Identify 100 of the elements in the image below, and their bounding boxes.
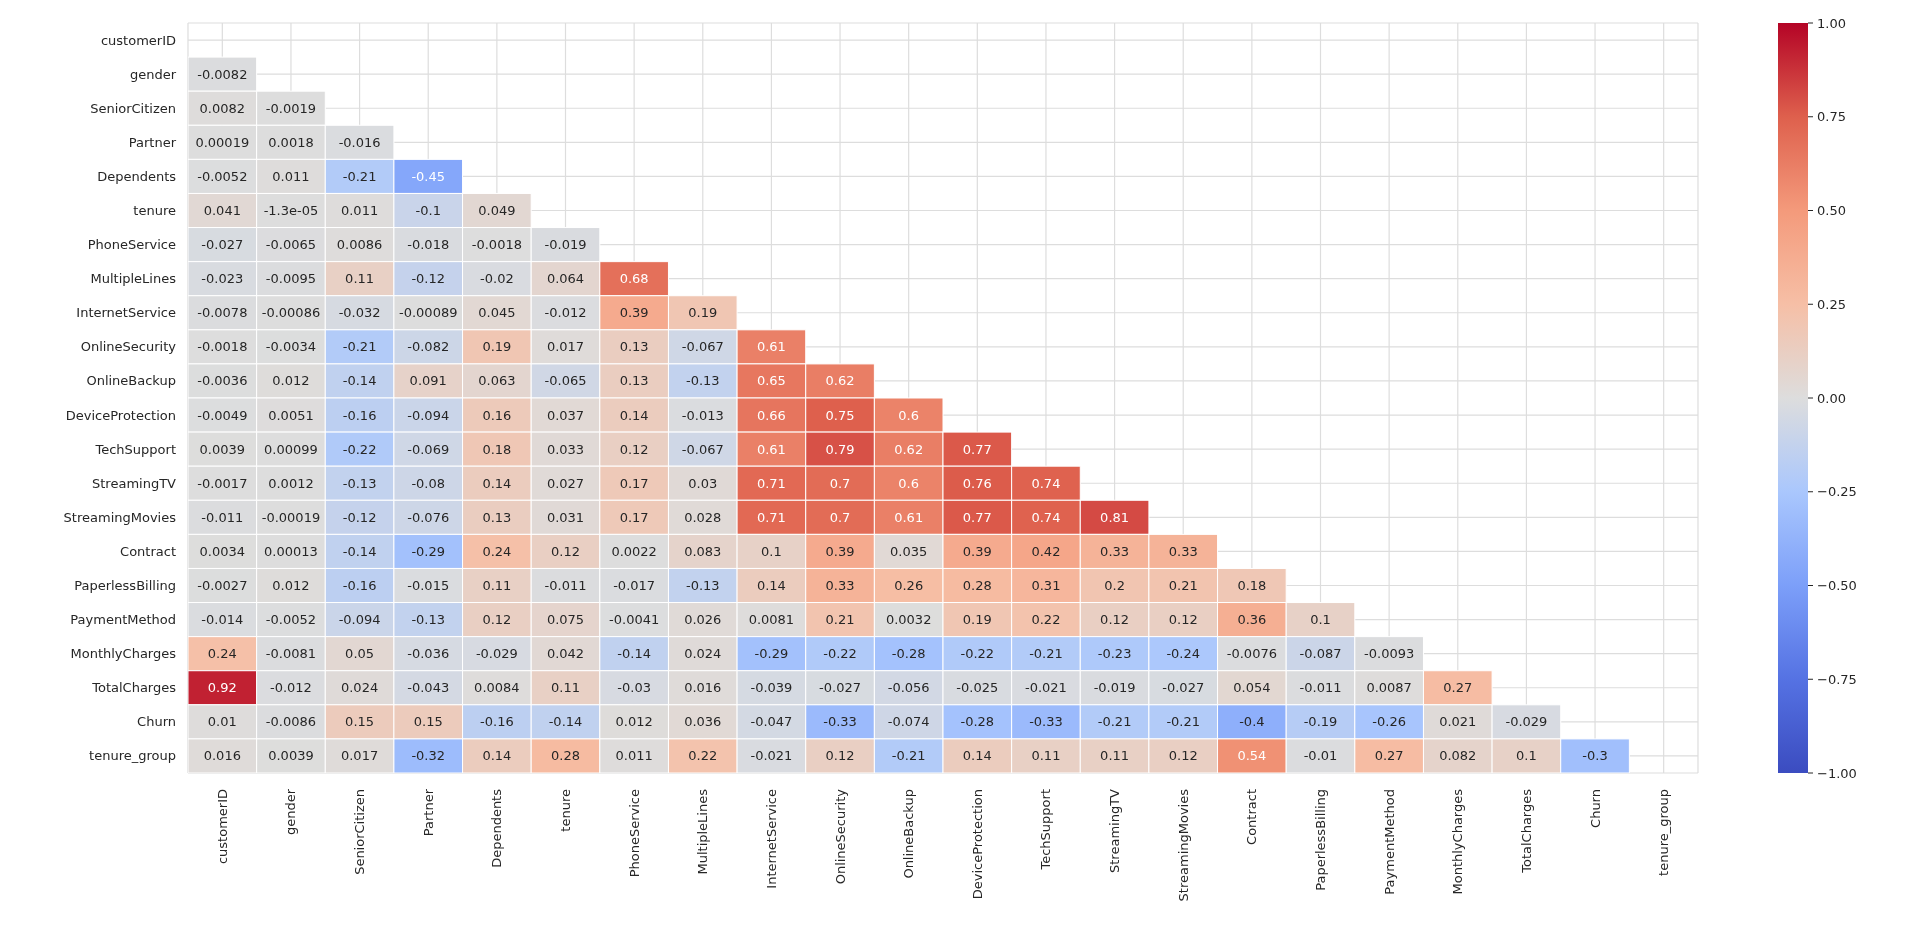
- x-tick-label: MonthlyCharges: [1450, 788, 1466, 895]
- data-label: 0.075: [546, 612, 585, 628]
- data-label: 0.71: [756, 475, 786, 491]
- color-bar-label: −0.50: [1817, 578, 1857, 593]
- data-label: 0.13: [482, 509, 512, 525]
- x-tick-label: SeniorCitizen: [352, 789, 368, 875]
- data-label: 0.049: [478, 203, 516, 218]
- data-label: 0.36: [1237, 612, 1267, 628]
- data-label: 0.037: [546, 407, 585, 423]
- data-label: 0.14: [482, 475, 512, 491]
- data-label: -0.011: [201, 509, 244, 525]
- x-tick-label: Contract: [1244, 789, 1260, 845]
- data-label: 0.011: [340, 203, 379, 218]
- data-label: 0.6: [898, 407, 920, 423]
- data-label: 0.13: [619, 339, 649, 355]
- data-label: 0.42: [1031, 543, 1061, 559]
- data-label: -0.076: [407, 509, 450, 525]
- data-label: -0.16: [342, 407, 377, 423]
- y-tick-label: Contract: [120, 543, 176, 559]
- data-label: 0.79: [825, 441, 855, 457]
- x-tick-label: gender: [283, 788, 299, 836]
- data-label: 0.65: [756, 373, 786, 389]
- data-label: -0.0065: [265, 237, 317, 253]
- y-tick-label: tenure: [133, 203, 176, 218]
- data-label: 0.1: [1516, 748, 1537, 764]
- data-label: -0.32: [411, 748, 446, 764]
- data-label: -0.02: [480, 271, 514, 287]
- data-label: -0.0052: [265, 612, 317, 628]
- data-label: -0.45: [411, 168, 446, 184]
- data-label: -0.23: [1097, 646, 1132, 662]
- data-label: 0.22: [688, 748, 718, 764]
- x-tick-label: MultipleLines: [695, 788, 711, 875]
- data-label: 0.6: [898, 475, 920, 491]
- data-label: -0.0082: [197, 66, 248, 82]
- y-tick-label: DeviceProtection: [65, 407, 176, 423]
- data-label: 0.011: [272, 168, 310, 184]
- data-label: -0.21: [1166, 714, 1201, 730]
- data-label: -0.13: [342, 475, 377, 491]
- x-tick-label: OnlineBackup: [901, 789, 917, 879]
- x-tick-label: PhoneService: [626, 789, 642, 878]
- data-label: 0.61: [756, 339, 786, 355]
- x-tick-label: StreamingMovies: [1175, 788, 1191, 902]
- data-label: 0.083: [684, 543, 722, 559]
- x-tick-label: customerID: [214, 789, 230, 865]
- data-label: 0.14: [756, 578, 786, 593]
- data-label: -0.023: [201, 271, 244, 287]
- data-label: 0.017: [546, 339, 585, 355]
- data-label: -0.016: [338, 134, 381, 150]
- data-label: -0.029: [475, 646, 518, 662]
- data-label: -0.0034: [265, 339, 317, 355]
- data-label: 0.024: [340, 680, 379, 696]
- data-label: 0.24: [207, 646, 237, 662]
- data-label: -0.067: [681, 339, 724, 355]
- data-label: 0.033: [546, 441, 585, 457]
- data-label: 0.0039: [268, 748, 314, 764]
- color-bar-label: 0.75: [1817, 109, 1846, 125]
- data-label: 0.12: [619, 441, 649, 457]
- y-tick-label: TechSupport: [94, 441, 176, 457]
- data-label: 0.0012: [268, 475, 314, 491]
- data-label: 0.11: [1100, 748, 1130, 764]
- data-label: 0.24: [482, 543, 512, 559]
- data-label: -0.027: [819, 680, 862, 696]
- data-label: -0.0018: [197, 339, 248, 355]
- data-label: -0.014: [201, 612, 244, 628]
- y-tick-label: customerID: [100, 32, 176, 48]
- data-label: -0.00086: [261, 305, 321, 321]
- data-label: -0.4: [1239, 714, 1265, 730]
- data-label: 0.028: [684, 509, 722, 525]
- data-label: -0.01: [1303, 748, 1338, 764]
- data-label: 0.12: [1168, 748, 1198, 764]
- x-tick-label: InternetService: [763, 789, 779, 889]
- data-label: 0.091: [409, 373, 447, 389]
- data-label: 0.19: [962, 612, 992, 628]
- data-label: 0.0032: [885, 612, 932, 628]
- data-label: 0.00019: [195, 134, 250, 150]
- data-label: 0.19: [688, 305, 718, 321]
- data-label: 0.77: [962, 509, 992, 525]
- data-label: -0.027: [1162, 680, 1205, 696]
- data-label: 0.12: [1100, 612, 1130, 628]
- data-label: 0.71: [756, 509, 786, 525]
- data-label: -0.065: [544, 373, 587, 389]
- data-label: -0.1: [415, 203, 441, 218]
- data-label: -0.14: [342, 543, 377, 559]
- data-label: 0.026: [684, 612, 722, 628]
- data-label: 0.12: [1168, 612, 1198, 628]
- color-bar-label: −1.00: [1817, 765, 1857, 781]
- y-tick-label: PaperlessBilling: [74, 578, 176, 593]
- data-label: 0.064: [546, 271, 585, 287]
- data-label: 0.05: [345, 646, 375, 662]
- data-label: -0.047: [750, 714, 793, 730]
- data-label: -0.14: [617, 646, 651, 662]
- data-label: -0.16: [480, 714, 514, 730]
- x-tick-label: TotalCharges: [1518, 788, 1534, 874]
- data-label: -0.3: [1582, 748, 1608, 764]
- x-tick-label: Dependents: [489, 788, 505, 868]
- data-label: 0.33: [825, 578, 855, 593]
- data-label: 0.7: [829, 509, 851, 525]
- data-label: 0.082: [1439, 748, 1477, 764]
- color-bar-label: 0.00: [1817, 390, 1846, 406]
- data-label: -0.094: [407, 407, 450, 423]
